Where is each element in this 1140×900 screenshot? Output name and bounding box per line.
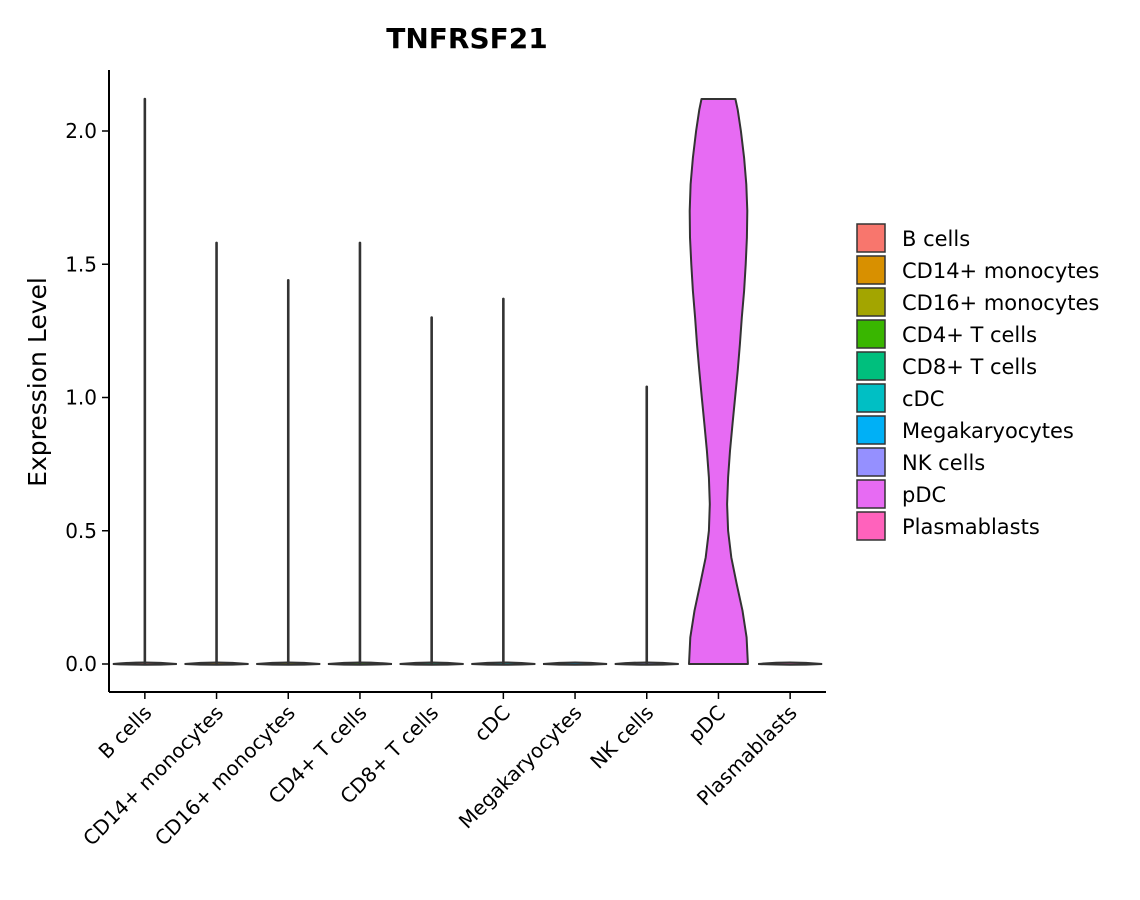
x-tick-label: pDC	[683, 701, 730, 748]
legend-swatch	[856, 511, 886, 541]
legend-label: Megakaryocytes	[902, 419, 1074, 443]
chart-title: TNFRSF21	[386, 22, 547, 55]
legend-swatch	[856, 479, 886, 509]
legend-label: CD16+ monocytes	[902, 291, 1099, 315]
legend-label: cDC	[902, 387, 944, 411]
x-tick-label: cDC	[469, 701, 515, 747]
legend-swatch	[856, 223, 886, 253]
violin-plasmablasts	[758, 661, 823, 666]
violin-megakaryocytes	[542, 661, 608, 666]
legend-label: B cells	[902, 227, 970, 251]
legend: B cells CD14+ monocytes CD16+ monocytes CD4…	[856, 223, 1099, 541]
legend-swatch	[856, 415, 886, 445]
legend-label: CD14+ monocytes	[902, 259, 1099, 283]
x-tick-label: NK cells	[585, 701, 658, 774]
y-axis-label: Expression Level	[23, 277, 52, 487]
legend-label: CD8+ T cells	[902, 355, 1037, 379]
legend-label: Plasmablasts	[902, 515, 1040, 539]
y-tick-label: 2.0	[65, 119, 97, 143]
legend-label: CD4+ T cells	[902, 323, 1037, 347]
x-tick-label: B cells	[94, 701, 157, 764]
legend-swatch	[856, 319, 886, 349]
y-tick-label: 1.0	[65, 386, 97, 410]
y-tick-label: 0.5	[65, 519, 97, 543]
legend-swatch	[856, 447, 886, 477]
violin-pdc	[688, 98, 749, 665]
x-tick-label: CD16+ monocytes	[150, 701, 300, 851]
legend-label: NK cells	[902, 451, 985, 475]
y-tick-label: 1.5	[65, 252, 97, 276]
legend-swatch	[856, 255, 886, 285]
legend-swatch	[856, 351, 886, 381]
legend-swatch	[856, 383, 886, 413]
x-tick-label: CD14+ monocytes	[78, 701, 228, 851]
legend-swatch	[856, 287, 886, 317]
x-tick-label: Megakaryocytes	[454, 701, 587, 834]
legend-label: pDC	[902, 483, 946, 507]
y-tick-label: 0.0	[65, 652, 97, 676]
